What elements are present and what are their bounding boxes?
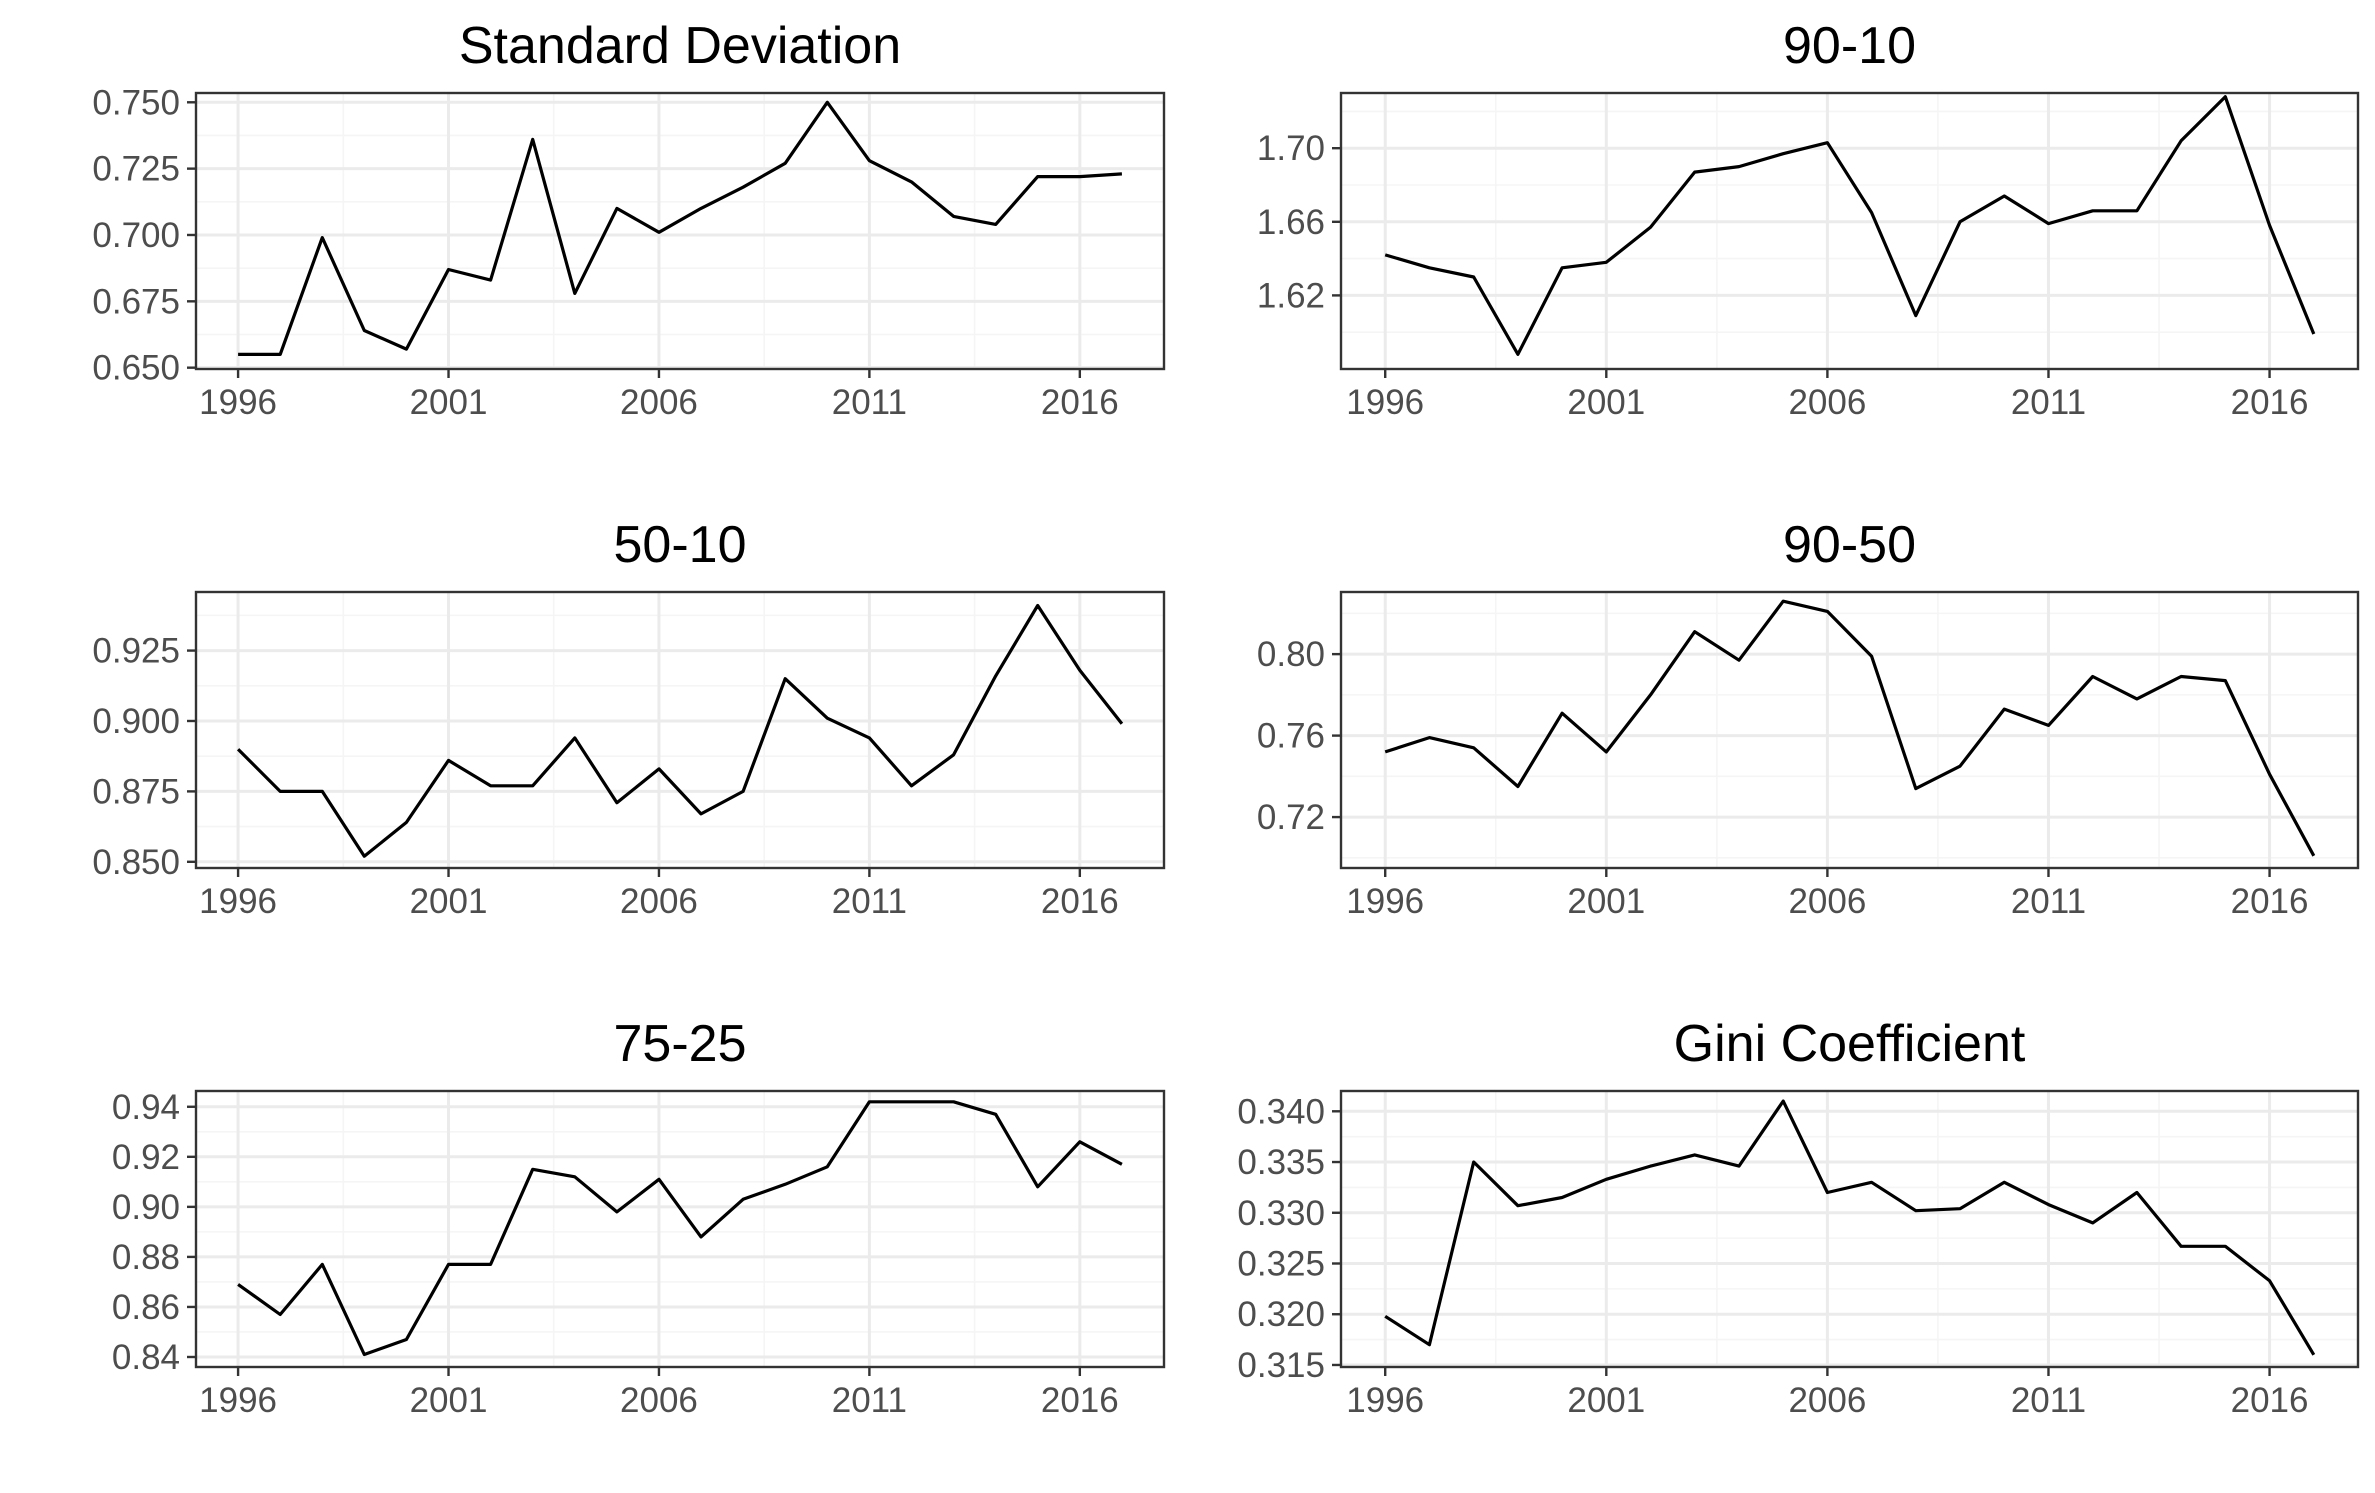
x-tick-label: 2006 xyxy=(620,1381,698,1420)
y-tick-label: 0.925 xyxy=(92,632,180,671)
y-tick-label: 0.92 xyxy=(112,1138,180,1177)
y-tick-label: 0.650 xyxy=(92,349,180,388)
panel-title: Standard Deviation xyxy=(459,17,901,75)
series-line xyxy=(238,100,1123,356)
y-tick-label: 0.725 xyxy=(92,150,180,189)
panel-border xyxy=(194,590,1166,870)
y-tick-label: 0.80 xyxy=(1257,635,1325,674)
x-tick-label: 2016 xyxy=(2231,882,2309,921)
x-tick-label: 2001 xyxy=(410,1381,488,1420)
series-line xyxy=(237,1100,1123,1357)
y-tick-label: 0.875 xyxy=(92,772,180,811)
y-tick-label: 0.335 xyxy=(1237,1143,1325,1182)
x-tick-label: 2011 xyxy=(2011,882,2086,921)
y-tick-label: 1.66 xyxy=(1257,203,1325,242)
y-tick-label: 0.94 xyxy=(112,1088,180,1127)
panel-border xyxy=(194,1089,1166,1369)
x-tick-label: 2001 xyxy=(410,882,488,921)
y-tick-label: 0.675 xyxy=(92,282,180,321)
series-line xyxy=(1384,599,2316,857)
chart-panel-4: 1996 2001 2006 2011 2016 0.72 0.76 0.80 90-50 xyxy=(1257,516,2360,921)
x-tick-label: 1996 xyxy=(199,882,277,921)
chart-panel-1: 1996 2001 2006 2011 2016 0.650 0.675 0.700 0.725… xyxy=(92,17,1166,422)
y-tick-label: 0.76 xyxy=(1257,717,1325,756)
panel-background xyxy=(196,1091,1164,1367)
x-tick-label: 2006 xyxy=(1788,383,1866,422)
x-tick-label: 1996 xyxy=(1346,1381,1424,1420)
panel-background xyxy=(1341,93,2358,369)
panel-background xyxy=(1341,1091,2358,1367)
x-tick-label: 2011 xyxy=(832,1381,907,1420)
y-tick-label: 0.90 xyxy=(112,1188,180,1227)
x-tick-label: 2016 xyxy=(2231,383,2309,422)
x-tick-label: 2016 xyxy=(2231,1381,2309,1420)
x-tick-label: 2001 xyxy=(1567,383,1645,422)
y-tick-label: 0.315 xyxy=(1237,1346,1325,1385)
y-tick-label: 0.88 xyxy=(112,1238,180,1277)
panel-title: 50-10 xyxy=(614,516,747,574)
y-tick-label: 0.700 xyxy=(92,216,180,255)
x-tick-label: 1996 xyxy=(199,383,277,422)
panel-border xyxy=(1339,91,2360,371)
y-tick-label: 0.84 xyxy=(112,1338,180,1377)
x-tick-label: 2011 xyxy=(2011,383,2086,422)
panel-title: Gini Coefficient xyxy=(1674,1015,2026,1073)
y-tick-label: 0.750 xyxy=(92,83,180,122)
x-tick-label: 1996 xyxy=(199,1381,277,1420)
chart-panel-2: 1996 2001 2006 2011 2016 1.62 1.66 1.70 90-10 xyxy=(1257,17,2360,422)
x-tick-label: 2016 xyxy=(1041,1381,1119,1420)
y-tick-label: 0.325 xyxy=(1237,1245,1325,1284)
x-tick-label: 1996 xyxy=(1346,882,1424,921)
x-tick-label: 2001 xyxy=(1567,882,1645,921)
x-tick-label: 2006 xyxy=(1788,1381,1866,1420)
series-line xyxy=(1384,95,2316,356)
chart-panel-5: 1996 2001 2006 2011 2016 0.84 0.86 0.88 0.90 0.92… xyxy=(112,1015,1166,1420)
panel-title: 75-25 xyxy=(614,1015,747,1073)
x-tick-label: 2011 xyxy=(832,383,907,422)
x-tick-label: 2011 xyxy=(832,882,907,921)
panel-border xyxy=(1339,590,2360,870)
series-line xyxy=(236,603,1124,858)
x-tick-label: 2001 xyxy=(410,383,488,422)
x-tick-label: 2001 xyxy=(1567,1381,1645,1420)
x-tick-label: 2006 xyxy=(620,383,698,422)
x-tick-label: 2016 xyxy=(1041,383,1119,422)
panel-background xyxy=(196,592,1164,868)
x-tick-label: 2006 xyxy=(1788,882,1866,921)
y-tick-label: 0.330 xyxy=(1237,1194,1325,1233)
panel-border xyxy=(194,91,1166,371)
series-line xyxy=(1384,1099,2316,1356)
x-tick-label: 2006 xyxy=(620,882,698,921)
panel-background xyxy=(1341,592,2358,868)
y-tick-label: 1.70 xyxy=(1257,129,1325,168)
chart-panel-3: 1996 2001 2006 2011 2016 0.850 0.875 0.900 0.925… xyxy=(92,516,1166,921)
y-tick-label: 0.320 xyxy=(1237,1295,1325,1334)
x-tick-label: 2016 xyxy=(1041,882,1119,921)
x-tick-label: 1996 xyxy=(1346,383,1424,422)
y-tick-label: 0.850 xyxy=(92,843,180,882)
y-tick-label: 0.72 xyxy=(1257,798,1325,837)
chart-panel-6: 1996 2001 2006 2011 2016 0.315 0.320 0.325 0.330… xyxy=(1237,1015,2360,1420)
y-tick-label: 0.340 xyxy=(1237,1092,1325,1131)
y-tick-label: 0.86 xyxy=(112,1288,180,1327)
panel-background xyxy=(196,93,1164,369)
x-tick-label: 2011 xyxy=(2011,1381,2086,1420)
panel-border xyxy=(1339,1089,2360,1369)
panel-title: 90-50 xyxy=(1783,516,1916,574)
panel-title: 90-10 xyxy=(1783,17,1916,75)
y-tick-label: 0.900 xyxy=(92,702,180,741)
y-tick-label: 1.62 xyxy=(1257,276,1325,315)
